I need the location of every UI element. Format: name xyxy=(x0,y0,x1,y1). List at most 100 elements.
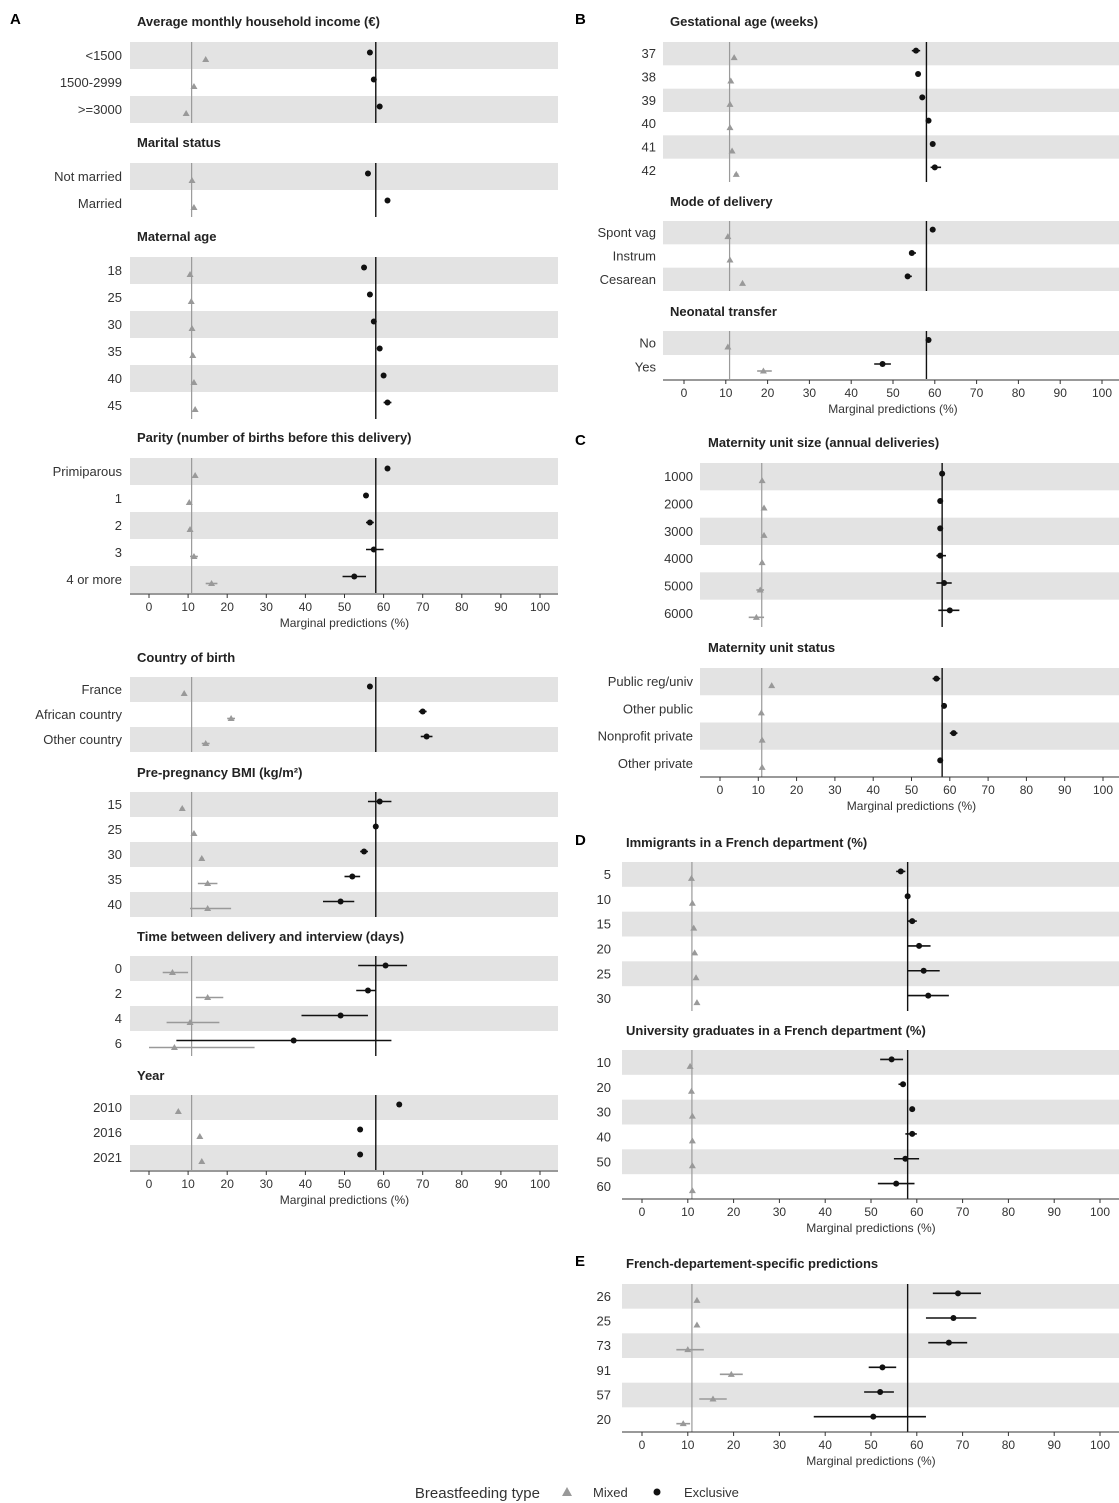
exclusive-dot-point xyxy=(909,1106,916,1113)
x-tick-label: 30 xyxy=(773,1438,787,1452)
mixed-triangle-point xyxy=(757,709,765,716)
x-tick-label: 10 xyxy=(181,1177,195,1191)
mixed-triangle-point xyxy=(692,974,700,981)
mixed-triangle-point xyxy=(198,855,206,861)
mixed-triangle-point xyxy=(759,367,767,374)
mixed-triangle-point xyxy=(724,343,732,350)
row-label: No xyxy=(639,336,656,351)
exclusive-dot-point xyxy=(904,893,911,900)
data-marks xyxy=(686,868,949,1194)
data-marks xyxy=(182,49,392,586)
mixed-triangle-point xyxy=(178,805,186,811)
section-title: University graduates in a French departm… xyxy=(626,1023,926,1038)
row-label: 35 xyxy=(108,344,122,359)
exclusive-dot-point xyxy=(879,361,886,367)
mixed-triangle-point xyxy=(693,1321,701,1328)
panel-letter-b: B xyxy=(575,11,586,28)
x-axis-title: Marginal predictions (%) xyxy=(280,1193,409,1207)
x-tick-label: 80 xyxy=(1020,783,1034,797)
row-bands xyxy=(700,463,1119,750)
mixed-triangle-point xyxy=(726,124,734,131)
x-tick-label: 20 xyxy=(727,1205,741,1219)
row-label: Other private xyxy=(618,756,693,771)
mixed-triangle-point xyxy=(758,763,766,770)
mixed-triangle-point xyxy=(690,924,698,931)
x-tick-label: 80 xyxy=(455,1177,469,1191)
mixed-triangle-point xyxy=(732,170,740,177)
reference-lines xyxy=(191,677,377,1170)
exclusive-dot-point xyxy=(925,992,932,999)
exclusive-dot-point xyxy=(384,399,391,406)
row-label: 40 xyxy=(597,1129,611,1144)
row-label: 20 xyxy=(597,1412,611,1427)
exclusive-dot-point xyxy=(357,1151,364,1158)
row-band xyxy=(130,842,558,867)
mixed-triangle-point xyxy=(186,526,194,532)
exclusive-dot-point xyxy=(364,987,371,994)
mixed-triangle-point xyxy=(688,1137,696,1144)
x-tick-label: 30 xyxy=(260,600,274,614)
row-band xyxy=(130,792,558,817)
row-label: 15 xyxy=(597,917,611,932)
x-tick-label: 80 xyxy=(1002,1438,1016,1452)
mixed-triangle-point xyxy=(168,969,176,975)
exclusive-dot-point xyxy=(370,546,377,553)
row-band xyxy=(130,566,558,593)
row-band xyxy=(622,911,1119,937)
x-tick-label: 40 xyxy=(299,600,313,614)
exclusive-dot-point xyxy=(925,337,932,343)
row-label: 30 xyxy=(597,991,611,1006)
exclusive-dot-point xyxy=(384,465,391,472)
row-label: 10 xyxy=(597,892,611,907)
row-label: 3000 xyxy=(664,524,693,539)
legend-exclusive-dot xyxy=(653,1488,661,1496)
data-marks xyxy=(676,1290,981,1427)
exclusive-dot-point xyxy=(361,848,368,855)
row-band xyxy=(663,331,1119,355)
section-title: Time between delivery and interview (day… xyxy=(137,929,404,944)
section-title: Neonatal transfer xyxy=(670,304,777,319)
x-axis-title: Marginal predictions (%) xyxy=(280,616,409,630)
exclusive-dot-point xyxy=(366,683,373,690)
mixed-triangle-point xyxy=(768,682,776,689)
exclusive-dot-point xyxy=(366,519,373,526)
x-tick-label: 0 xyxy=(146,600,153,614)
exclusive-dot-point xyxy=(955,1290,962,1297)
row-band xyxy=(130,892,558,917)
exclusive-dot-point xyxy=(902,1155,909,1162)
exclusive-dot-point xyxy=(931,164,938,171)
chart-1: Average monthly household income (€) <150… xyxy=(53,14,558,630)
row-label: 30 xyxy=(597,1105,611,1120)
x-tick-label: 10 xyxy=(681,1438,695,1452)
x-tick-label: 90 xyxy=(1048,1438,1062,1452)
mixed-triangle-point xyxy=(170,1044,178,1050)
mixed-triangle-point xyxy=(728,147,736,154)
x-axis: 0 10 20 30 40 50 60 70 80 90 100 Marginal predictio… xyxy=(700,776,1119,813)
exclusive-dot-point xyxy=(396,1101,403,1108)
row-band xyxy=(700,463,1119,491)
mixed-triangle-point xyxy=(202,56,210,62)
mixed-triangle-point xyxy=(188,325,196,331)
row-band xyxy=(663,88,1119,112)
x-axis-title: Marginal predictions (%) xyxy=(806,1221,935,1235)
x-tick-label: 60 xyxy=(910,1205,924,1219)
row-label: Not married xyxy=(54,169,122,184)
row-label: Public reg/univ xyxy=(608,674,694,689)
row-band xyxy=(130,96,558,123)
mixed-triangle-point xyxy=(693,999,701,1006)
mixed-triangle-point xyxy=(191,406,199,412)
x-tick-label: 20 xyxy=(221,600,235,614)
exclusive-dot-point xyxy=(370,76,377,83)
row-bands xyxy=(622,1284,1119,1408)
row-label: 2 xyxy=(115,518,122,533)
x-tick-label: 100 xyxy=(1090,1438,1110,1452)
x-tick-label: 60 xyxy=(377,1177,391,1191)
x-tick-label: 30 xyxy=(773,1205,787,1219)
exclusive-dot-point xyxy=(915,71,922,77)
section-title: Parity (number of births before this del… xyxy=(137,430,412,445)
legend-mixed-triangle xyxy=(562,1487,572,1496)
row-band xyxy=(130,163,558,190)
section-title: Marital status xyxy=(137,135,221,150)
x-tick-label: 50 xyxy=(864,1438,878,1452)
row-bands xyxy=(622,862,1119,1175)
